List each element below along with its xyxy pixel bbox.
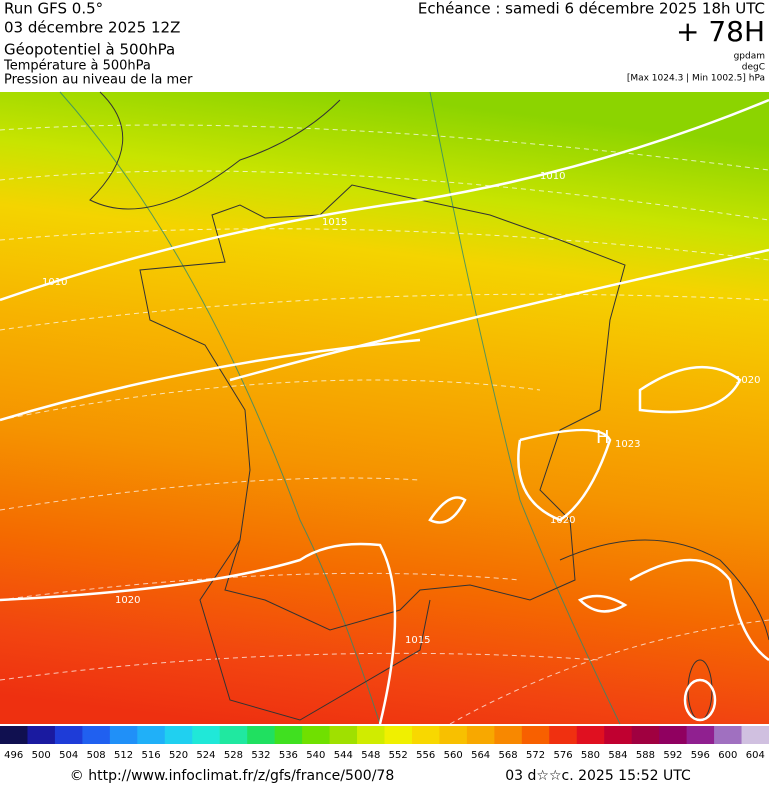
colorbar-label: 508 <box>87 750 106 761</box>
valid-time: Echéance : samedi 6 décembre 2025 18h UT… <box>418 0 765 18</box>
colorbar-cell <box>576 726 605 744</box>
colorbar-label: 528 <box>224 750 243 761</box>
colorbar-cell <box>219 726 248 744</box>
colorbar-cell <box>631 726 660 744</box>
map: 1010 1015 1010 1020 1023 H 1020 1015 102… <box>0 91 769 725</box>
colorbar-label: 512 <box>114 750 133 761</box>
colorbar-cell <box>27 726 56 744</box>
colorbar-cell <box>384 726 413 744</box>
isobar-label: 1015 <box>322 217 347 228</box>
colorbar-cell <box>686 726 715 744</box>
unit: degC <box>742 63 765 73</box>
isobar-label: 1010 <box>540 171 565 182</box>
colorbar-cell <box>137 726 166 744</box>
colorbar-cell <box>659 726 688 744</box>
isobars <box>0 98 769 725</box>
colorbar-label: 516 <box>142 750 161 761</box>
run: Run GFS 0.5° <box>4 0 103 18</box>
colorbar-cell <box>494 726 523 744</box>
colorbar-label: 520 <box>169 750 188 761</box>
colorbar-cell <box>714 726 743 744</box>
colorbar-cell <box>466 726 495 744</box>
pressure-range: [Max 1024.3 | Min 1002.5] hPa <box>627 74 765 84</box>
colorbar-label: 572 <box>526 750 545 761</box>
colorbar-cell <box>549 726 578 744</box>
colorbar-label: 524 <box>196 750 215 761</box>
colorbar-cell <box>164 726 193 744</box>
field-shading <box>0 92 769 724</box>
colorbar-cell <box>411 726 440 744</box>
colorbar-label: 544 <box>334 750 353 761</box>
colorbar-label: 552 <box>389 750 408 761</box>
isobar-label: 1010 <box>42 277 67 288</box>
colorbar-cell <box>604 726 633 744</box>
colorbar-label: 500 <box>32 750 51 761</box>
colorbar-cell <box>192 726 221 744</box>
colorbar-cell <box>274 726 303 744</box>
colorbar-cell <box>741 726 769 744</box>
colorbar-label: 564 <box>471 750 490 761</box>
field: Géopotentiel à 500hPa <box>4 41 175 59</box>
colorbar-cell <box>247 726 276 744</box>
colorbar-label: 604 <box>746 750 765 761</box>
run-date: 03 décembre 2025 12Z <box>4 19 180 37</box>
high-marker: H <box>596 427 610 448</box>
colorbar-label: 536 <box>279 750 298 761</box>
colorbar-cell <box>82 726 111 744</box>
colorbar-cell <box>357 726 385 744</box>
unit: gpdam <box>734 52 765 62</box>
colorbar-label: 532 <box>251 750 270 761</box>
colorbar-cell <box>109 726 138 744</box>
colorbar-label: 580 <box>581 750 600 761</box>
colorbar: 496 500 504 508 512 516 520 524 528 532 536 540 544 5… <box>0 726 769 761</box>
isobar-label: 1020 <box>115 595 140 606</box>
colorbar-label: 556 <box>416 750 435 761</box>
colorbar-cell <box>521 726 550 744</box>
isobar-label: 1020 <box>735 375 760 386</box>
colorbar-label: 504 <box>59 750 78 761</box>
colorbar-label: 584 <box>608 750 627 761</box>
colorbar-cell <box>439 726 468 744</box>
colorbar-cell <box>0 726 28 744</box>
colorbar-label: 560 <box>444 750 463 761</box>
colorbar-label: 568 <box>499 750 518 761</box>
lead-time: + 78H <box>676 15 765 48</box>
isobar-label: 1023 <box>615 439 640 450</box>
colorbar-label: 496 <box>4 750 23 761</box>
colorbar-label: 600 <box>718 750 737 761</box>
field: Pression au niveau de la mer <box>4 73 193 88</box>
colorbar-cell <box>54 726 83 744</box>
timestamp: 03 d☆☆c. 2025 15:52 UTC <box>505 768 691 784</box>
colorbar-cell <box>302 726 331 744</box>
colorbar-label: 540 <box>306 750 325 761</box>
colorbar-label: 588 <box>636 750 655 761</box>
source-url: © http://www.infoclimat.fr/z/gfs/france/… <box>70 768 394 784</box>
colorbar-label: 596 <box>691 750 710 761</box>
colorbar-cell <box>329 726 358 744</box>
isotherms <box>0 124 769 725</box>
isobar-label: 1015 <box>405 635 430 646</box>
colorbar-label: 592 <box>663 750 682 761</box>
field: Température à 500hPa <box>3 59 151 74</box>
colorbar-label: 576 <box>553 750 572 761</box>
colorbar-label: 548 <box>361 750 380 761</box>
isobar-label: 1020 <box>550 515 575 526</box>
